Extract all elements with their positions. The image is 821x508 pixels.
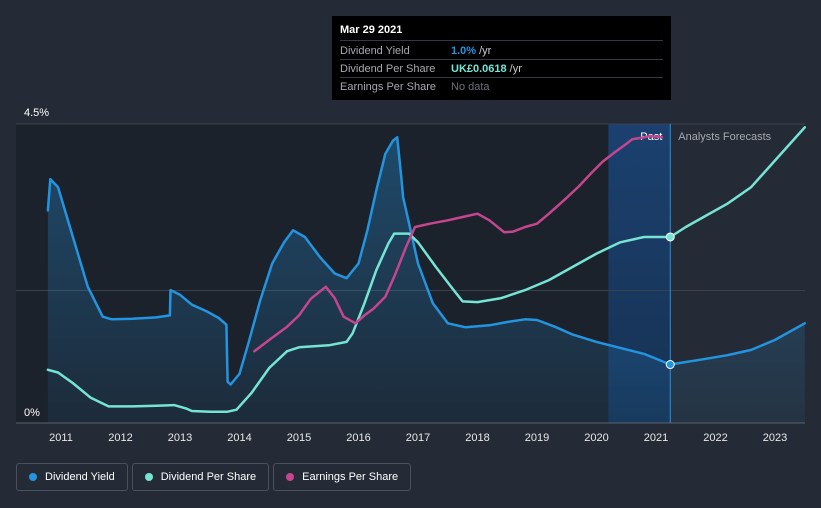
legend-label: Earnings Per Share [302, 471, 399, 483]
x-tick-label: 2019 [525, 432, 549, 444]
dividend-yield-area [47, 137, 805, 424]
legend-label: Dividend Per Share [160, 471, 257, 483]
tooltip-row-dividend-yield: Dividend Yield 1.0% /yr [340, 42, 663, 60]
tooltip-date: Mar 29 2021 [340, 24, 663, 41]
dividend-yield-marker [665, 360, 675, 370]
tooltip-unit: /yr [479, 44, 492, 57]
y-axis-min-label: 0% [24, 407, 40, 419]
analysts-forecasts-label: Analysts Forecasts [678, 131, 771, 143]
x-tick-label: 2013 [168, 432, 192, 444]
legend-dot-icon [29, 473, 37, 481]
legend-item-earnings-per-share[interactable]: Earnings Per Share [273, 463, 412, 491]
tooltip-label: Dividend Per Share [340, 62, 436, 75]
legend-label: Dividend Yield [45, 471, 115, 483]
legend-dot-icon [144, 473, 153, 481]
tooltip: Mar 29 2021 Dividend Yield 1.0% /yr Divi… [332, 16, 671, 100]
legend-item-dividend-per-share[interactable]: Dividend Per Share [131, 463, 270, 491]
x-tick-label: 2011 [49, 432, 73, 444]
x-tick-label: 2017 [406, 432, 430, 444]
x-tick-label: 2012 [108, 432, 132, 444]
tooltip-value: 1.0% [451, 44, 477, 57]
dividend-yield-line [46, 136, 807, 386]
tooltip-label: Earnings Per Share [340, 80, 436, 93]
earnings-per-share-line [253, 134, 664, 353]
chart: 4.5% 0% Past Analysts Forecasts 2011 2012… [16, 107, 807, 444]
x-tick-label: 2014 [227, 432, 251, 444]
x-tick-label: 2016 [346, 432, 370, 444]
legend-item-dividend-yield[interactable]: Dividend Yield [16, 463, 128, 491]
series-layer [46, 126, 807, 424]
tooltip-value: No data [451, 80, 490, 93]
tooltip-value: UK£0.0618 [451, 62, 507, 75]
legend: Dividend Yield Dividend Per Share Earnin… [16, 463, 412, 491]
dividend-per-share-marker [665, 232, 675, 242]
tooltip-label: Dividend Yield [340, 44, 410, 57]
dividend-per-share-line [46, 126, 807, 413]
x-tick-label: 2015 [287, 432, 311, 444]
legend-dot-icon [286, 473, 295, 481]
y-axis-max-label: 4.5% [24, 107, 49, 119]
tooltip-row-dividend-per-share: Dividend Per Share UK£0.0618 /yr [340, 60, 663, 78]
x-tick-label: 2022 [703, 432, 727, 444]
tooltip-row-earnings-per-share: Earnings Per Share No data [340, 78, 663, 95]
x-tick-label: 2020 [584, 432, 608, 444]
x-tick-label: 2021 [644, 432, 668, 444]
x-tick-label: 2023 [763, 432, 787, 444]
x-axis-ticks: 2011 2012 2013 2014 2015 2016 2017 2018 2019 2020… [49, 432, 787, 444]
x-tick-label: 2018 [465, 432, 489, 444]
tooltip-unit: /yr [509, 62, 522, 75]
